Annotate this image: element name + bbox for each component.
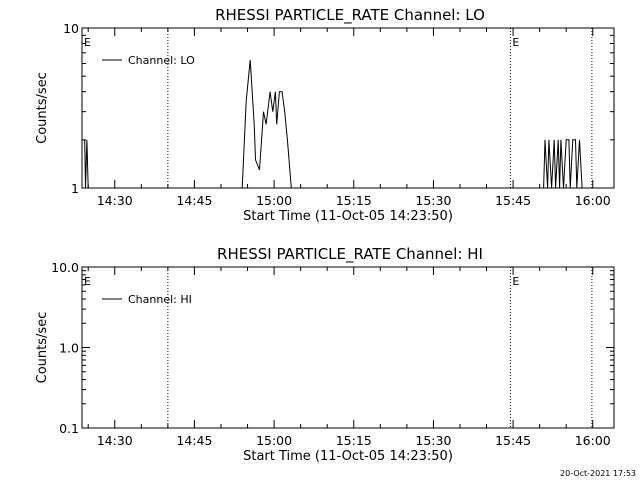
y-axis-label: Counts/sec — [35, 312, 50, 384]
event-marker-label: E — [84, 36, 91, 49]
series-line — [84, 60, 583, 189]
y-tick-label: 1.0 — [59, 341, 79, 356]
chart-panel-lo: RHESSI PARTICLE_RATE Channel: LO 14:30 14:… — [35, 6, 615, 224]
x-tick-label: 14:30 — [97, 433, 133, 448]
x-tick-label: 15:00 — [256, 193, 292, 208]
x-tick-label: 15:45 — [495, 193, 531, 208]
plot-frame — [81, 266, 615, 429]
event-marker-label: E — [512, 36, 519, 49]
y-tick-label: 0.1 — [59, 421, 79, 436]
x-axis-label: Start Time (11-Oct-05 14:23:50) — [243, 449, 453, 464]
x-axis-label: Start Time (11-Oct-05 14:23:50) — [243, 209, 453, 224]
chart-title: RHESSI PARTICLE_RATE Channel: HI — [217, 245, 483, 264]
timestamp-label: 20-Oct-2021 17:53 — [560, 469, 636, 478]
y-tick-label: 10.0 — [51, 260, 79, 275]
x-tick-label: 15:15 — [336, 433, 372, 448]
event-marker-label: E — [512, 275, 519, 288]
y-tick-label: 1 — [71, 181, 79, 196]
y-axis-label: Counts/sec — [35, 72, 50, 144]
x-tick-label: 14:30 — [97, 193, 133, 208]
chart-panel-hi: RHESSI PARTICLE_RATE Channel: HI 14:30 14:… — [35, 245, 615, 464]
x-tick-label: 16:00 — [575, 193, 611, 208]
x-tick-label: 15:30 — [415, 433, 451, 448]
x-tick-label: 14:45 — [176, 433, 212, 448]
chart-title: RHESSI PARTICLE_RATE Channel: LO — [215, 6, 485, 25]
x-tick-label: 15:00 — [256, 433, 292, 448]
event-marker-label: E — [84, 275, 91, 288]
x-tick-label: 16:00 — [575, 433, 611, 448]
x-tick-label: 14:45 — [176, 193, 212, 208]
x-tick-label: 15:30 — [415, 193, 451, 208]
x-tick-label: 15:45 — [495, 433, 531, 448]
plot-frame — [81, 27, 615, 189]
x-tick-label: 15:15 — [336, 193, 372, 208]
y-tick-label: 10 — [63, 21, 79, 36]
legend-label: Channel: LO — [128, 54, 195, 67]
legend-label: Channel: HI — [128, 293, 192, 306]
